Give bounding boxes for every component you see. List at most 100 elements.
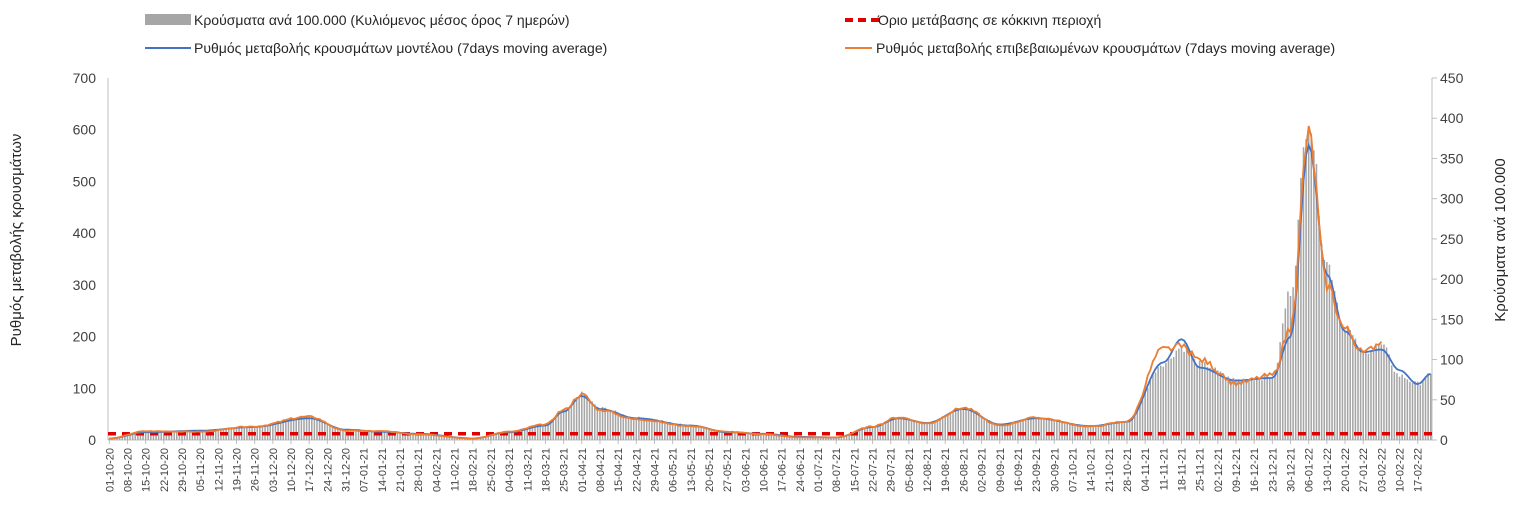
x-tick-label: 01-10-20 — [104, 448, 116, 492]
bar-cases-per-100k — [1185, 348, 1188, 440]
bar-cases-per-100k — [134, 433, 137, 440]
left-tick-label: 400 — [73, 225, 97, 241]
bar-cases-per-100k — [736, 432, 739, 440]
bar-cases-per-100k — [1227, 376, 1229, 440]
bar-cases-per-100k — [786, 435, 788, 440]
bar-cases-per-100k — [825, 437, 827, 440]
bar-cases-per-100k — [1250, 379, 1253, 440]
bar-cases-per-100k — [368, 431, 370, 440]
bar-cases-per-100k — [1370, 351, 1372, 440]
bar-cases-per-100k — [575, 397, 578, 440]
bar-cases-per-100k — [1144, 392, 1146, 440]
bar-cases-per-100k — [521, 429, 523, 440]
bar-cases-per-100k — [586, 395, 588, 440]
bar-cases-per-100k — [1331, 280, 1333, 440]
x-tick-label: 03-12-20 — [268, 448, 280, 492]
bar-cases-per-100k — [1274, 370, 1276, 440]
bar-cases-per-100k — [1390, 365, 1393, 440]
bar-cases-per-100k — [1409, 381, 1411, 440]
bar-cases-per-100k — [752, 433, 754, 440]
bar-cases-per-100k — [490, 435, 492, 440]
bar-cases-per-100k — [648, 418, 651, 440]
bar-cases-per-100k — [458, 437, 461, 440]
bar-cases-per-100k — [1198, 360, 1201, 440]
bar-cases-per-100k — [539, 425, 542, 440]
bar-cases-per-100k — [757, 433, 760, 440]
bar-cases-per-100k — [1243, 378, 1245, 440]
bar-cases-per-100k — [142, 433, 144, 440]
bar-cases-per-100k — [960, 407, 962, 440]
bar-cases-per-100k — [500, 432, 503, 440]
x-tick-label: 27-05-21 — [722, 448, 734, 492]
bar-cases-per-100k — [1349, 330, 1352, 440]
bar-cases-per-100k — [1419, 385, 1422, 440]
bar-cases-per-100k — [1258, 379, 1261, 440]
bar-cases-per-100k — [632, 417, 635, 440]
x-tick-label: 10-02-22 — [1395, 448, 1407, 492]
x-tick-label: 18-02-21 — [468, 448, 480, 492]
bar-cases-per-100k — [640, 417, 643, 440]
x-tick-label: 11-11-21 — [1158, 448, 1170, 490]
bar-cases-per-100k — [401, 433, 404, 440]
bar-cases-per-100k — [843, 436, 845, 440]
x-tick-label: 16-12-21 — [1249, 448, 1261, 492]
bar-cases-per-100k — [1123, 421, 1126, 440]
bar-cases-per-100k — [510, 431, 513, 440]
bar-cases-per-100k — [562, 410, 565, 440]
bar-cases-per-100k — [355, 429, 357, 440]
bar-cases-per-100k — [679, 423, 682, 440]
x-tick-label: 12-08-21 — [922, 448, 934, 492]
x-tick-label: 29-04-21 — [649, 448, 661, 492]
bar-cases-per-100k — [952, 410, 954, 440]
bar-cases-per-100k — [1133, 416, 1136, 440]
x-tick-label: 23-09-21 — [1031, 448, 1043, 492]
bar-cases-per-100k — [1014, 421, 1017, 440]
bar-cases-per-100k — [921, 422, 923, 440]
bar-cases-per-100k — [316, 418, 318, 440]
bar-cases-per-100k — [1082, 426, 1084, 440]
bar-cases-per-100k — [734, 431, 736, 440]
bar-cases-per-100k — [998, 423, 1001, 440]
x-tick-label: 24-12-20 — [322, 448, 334, 492]
bar-cases-per-100k — [373, 431, 375, 440]
bar-cases-per-100k — [565, 410, 567, 440]
bar-cases-per-100k — [947, 414, 949, 440]
bar-cases-per-100k — [723, 432, 726, 440]
bar-cases-per-100k — [747, 433, 749, 440]
bar-cases-per-100k — [1219, 371, 1222, 440]
bar-cases-per-100k — [272, 424, 274, 440]
bar-cases-per-100k — [318, 420, 321, 440]
bar-cases-per-100k — [1383, 344, 1385, 440]
bar-cases-per-100k — [804, 436, 806, 440]
bar-cases-per-100k — [788, 436, 791, 440]
left-tick-label: 100 — [73, 380, 97, 396]
bar-cases-per-100k — [1302, 147, 1305, 440]
bar-cases-per-100k — [285, 421, 287, 440]
bar-cases-per-100k — [838, 437, 840, 440]
bar-cases-per-100k — [1011, 422, 1014, 440]
bar-cases-per-100k — [581, 391, 583, 440]
bar-cases-per-100k — [344, 429, 347, 440]
bar-cases-per-100k — [1165, 363, 1167, 440]
bar-cases-per-100k — [1009, 423, 1011, 440]
bar-cases-per-100k — [993, 422, 996, 440]
bar-cases-per-100k — [796, 436, 799, 440]
x-tick-label: 17-12-20 — [304, 448, 316, 492]
bar-cases-per-100k — [277, 422, 279, 440]
bar-cases-per-100k — [1339, 319, 1341, 440]
bar-cases-per-100k — [1222, 375, 1224, 440]
bar-cases-per-100k — [1235, 379, 1237, 440]
bar-cases-per-100k — [954, 409, 957, 440]
bar-cases-per-100k — [1344, 331, 1346, 440]
bar-cases-per-100k — [417, 433, 420, 440]
bar-cases-per-100k — [1217, 370, 1219, 440]
bar-cases-per-100k — [1401, 374, 1403, 440]
bar-cases-per-100k — [568, 407, 570, 440]
bar-cases-per-100k — [809, 436, 812, 440]
bar-cases-per-100k — [1030, 418, 1032, 440]
bar-cases-per-100k — [1240, 380, 1242, 440]
bar-cases-per-100k — [1248, 379, 1250, 440]
x-tick-label: 16-09-21 — [1013, 448, 1025, 492]
bar-cases-per-100k — [1131, 419, 1133, 440]
bar-cases-per-100k — [246, 427, 248, 440]
